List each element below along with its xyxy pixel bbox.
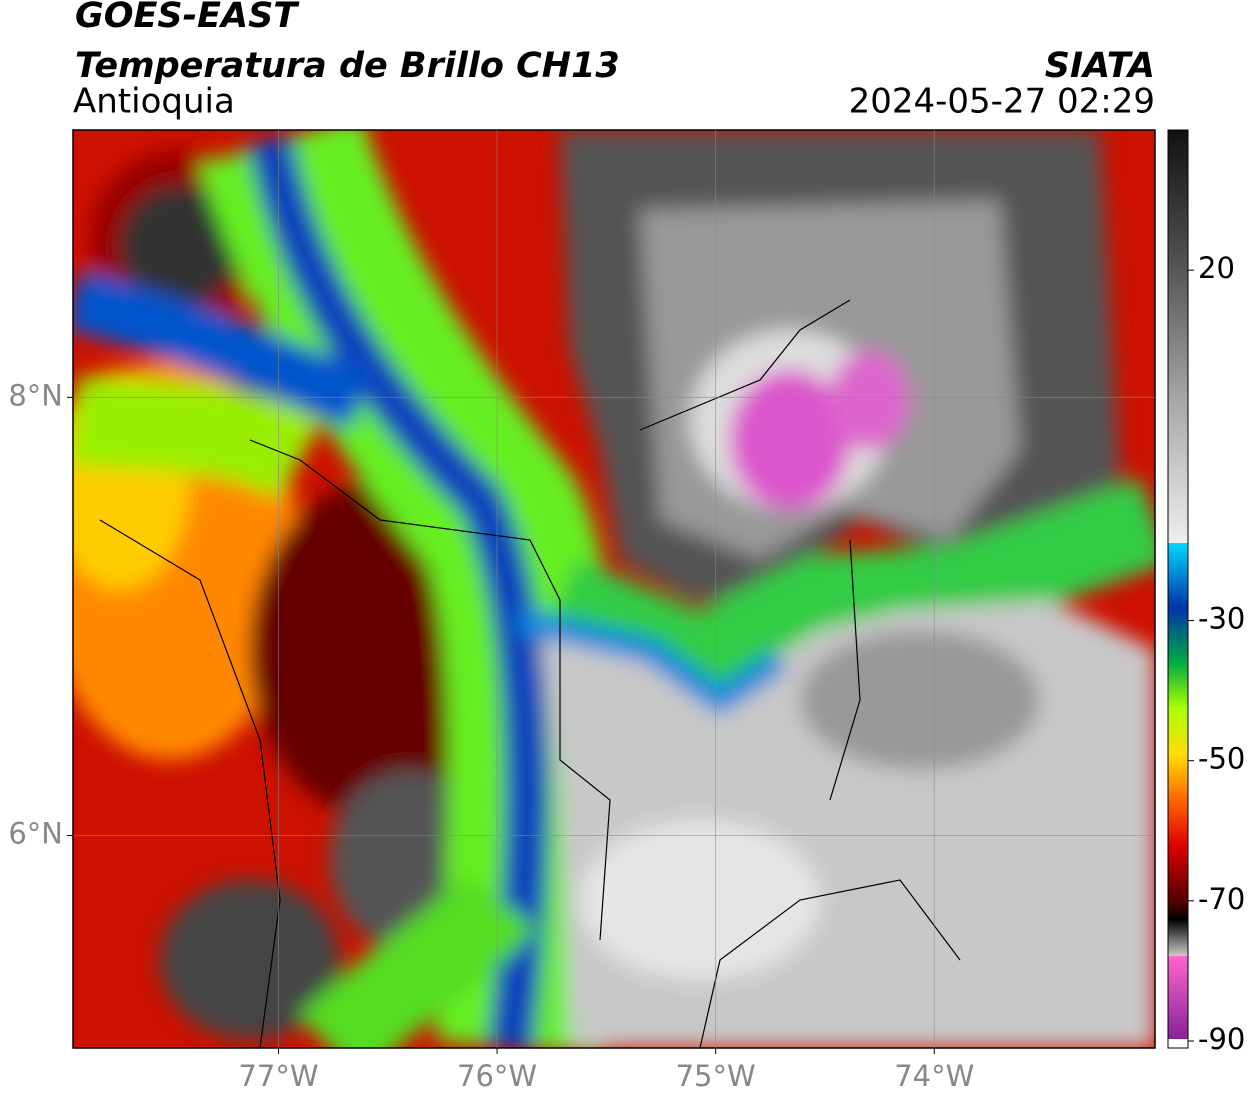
datetime-label: 2024-05-27 02:29 [849, 82, 1155, 122]
x-tick-label: 76°W [457, 1059, 537, 1093]
colorbar-tick-label: -90 [1198, 1022, 1245, 1056]
colorbar-tick-label: -30 [1198, 602, 1245, 636]
y-tick-label: 8°N [8, 378, 63, 412]
product-title: Temperatura de Brillo CH13 [75, 46, 620, 86]
region-label: Antioquia [73, 82, 235, 122]
x-tick-label: 74°W [894, 1059, 974, 1093]
colorbar [1167, 129, 1189, 1049]
map-frame [72, 129, 1156, 1049]
satellite-title: GOES-EAST [75, 0, 300, 36]
colorbar-tick-label: 20 [1198, 251, 1235, 285]
colorbar-tick-label: -50 [1198, 742, 1245, 776]
satellite-image [73, 130, 1155, 1048]
x-tick-label: 77°W [238, 1059, 318, 1093]
x-tick-label: 75°W [676, 1059, 756, 1093]
colorbar-tick-label: -70 [1198, 882, 1245, 916]
agency-label: SIATA [1045, 46, 1155, 86]
y-tick-label: 6°N [8, 816, 63, 850]
